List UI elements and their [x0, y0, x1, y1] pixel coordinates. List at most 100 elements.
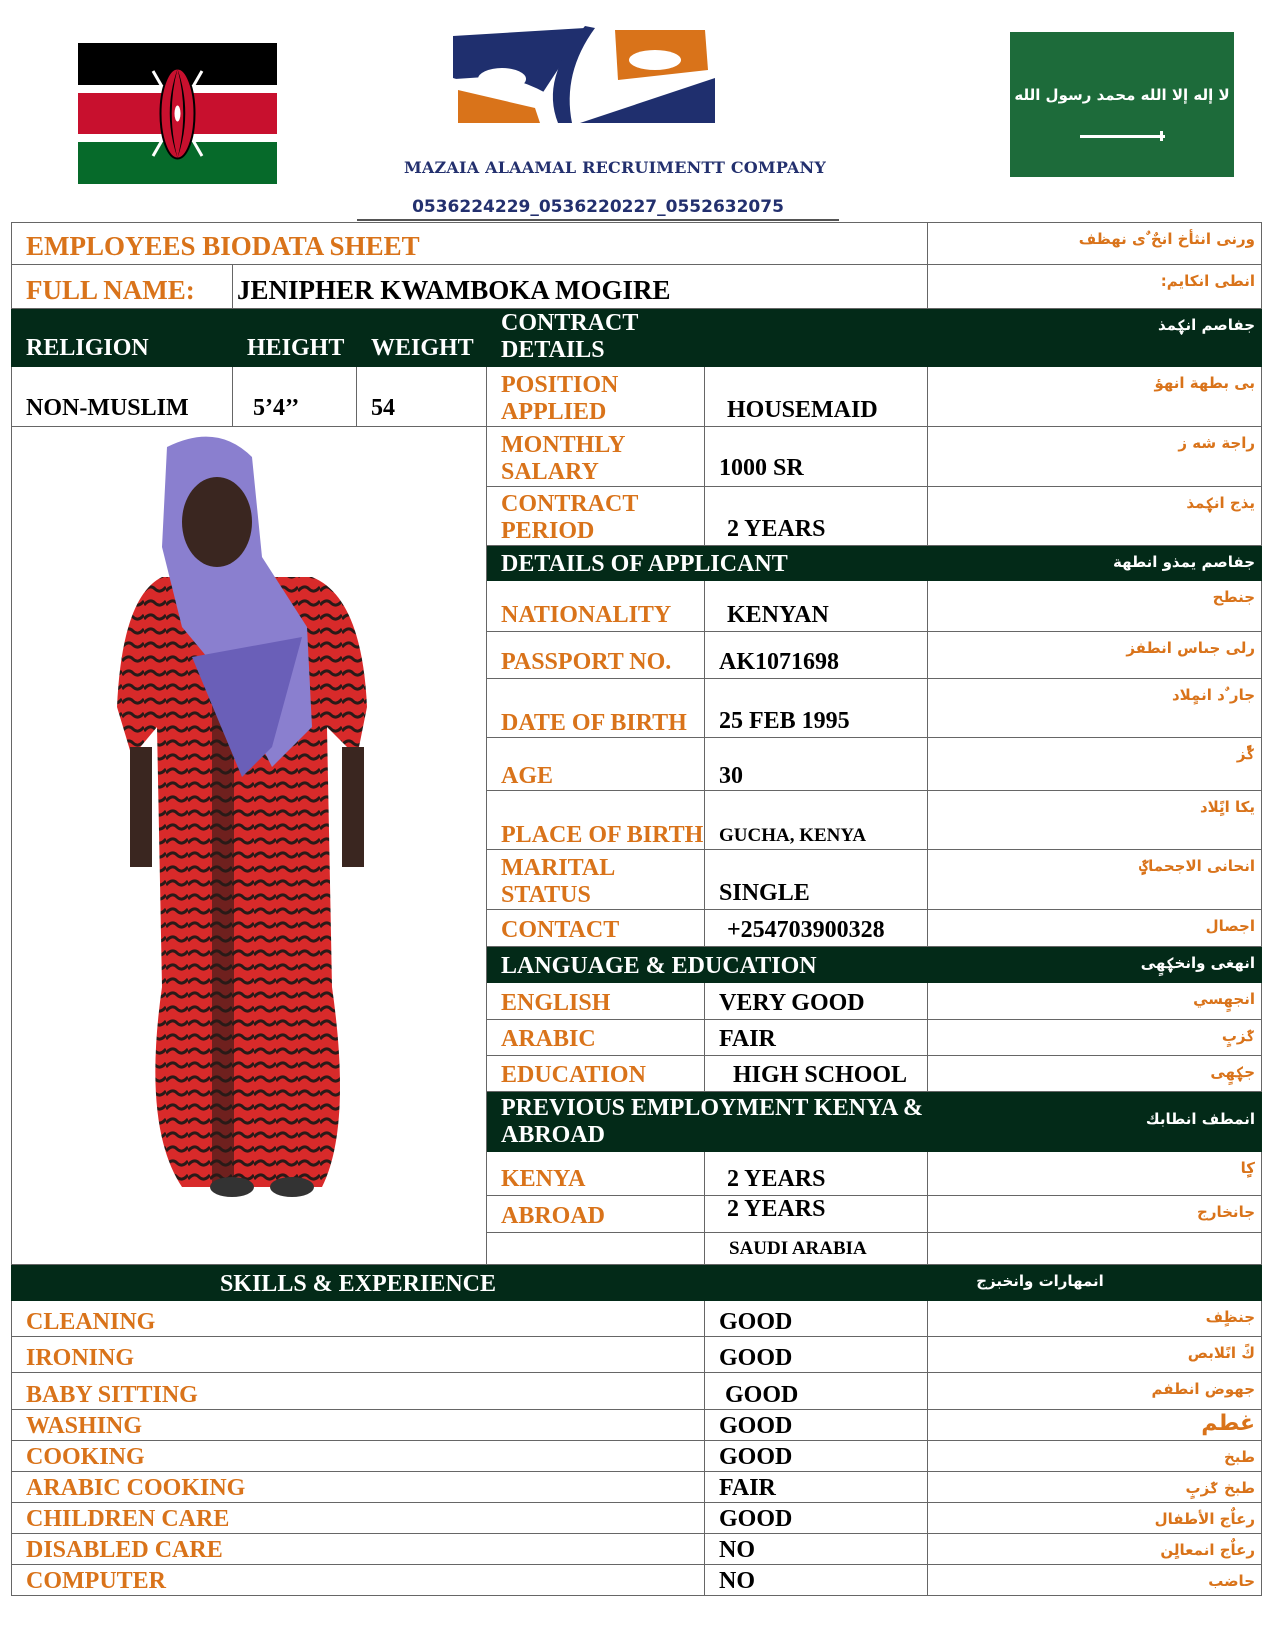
- age-label: AGE: [486, 736, 705, 792]
- applicant-header: DETAILS OF APPLICANT: [485, 545, 929, 582]
- skill-disabled-care-label: DISABLED CARE: [11, 1533, 705, 1565]
- company-logo: [440, 26, 715, 123]
- skill-disabled-care-ar: رعاٌج انمعالٍن: [927, 1533, 1263, 1565]
- skill-washing-label: WASHING: [11, 1409, 705, 1441]
- skill-cleaning-value: GOOD: [703, 1300, 929, 1337]
- contract-details-header: CONTRACT DETAILS: [486, 308, 705, 367]
- marital-status-label: MARITAL STATUS: [486, 848, 705, 910]
- salary-label: MONTHLY SALARY: [486, 426, 705, 487]
- skill-computer-label: COMPUTER: [11, 1564, 705, 1596]
- skill-cooking-label: COOKING: [11, 1440, 705, 1472]
- contract-period-label: CONTRACT PERIOD: [486, 485, 705, 547]
- kenya-label: KENYA: [486, 1150, 705, 1197]
- dob-label: DATE OF BIRTH: [486, 678, 705, 738]
- age-ar: ػًز: [927, 736, 1263, 792]
- skill-cooking-ar: طبخ: [927, 1440, 1263, 1472]
- salary-value: 1000 SR: [703, 426, 929, 487]
- skill-disabled-care-value: NO: [703, 1533, 929, 1565]
- nationality-value: KENYAN: [703, 580, 929, 632]
- skill-computer-value: NO: [703, 1564, 929, 1596]
- full-name-value: JENIPHER KWAMBOKA MOGIRE: [231, 264, 929, 309]
- saudi-flag: لا إله إلا الله محمد رسول الله: [1010, 32, 1234, 177]
- place-of-birth-label: PLACE OF BIRTH: [486, 790, 705, 850]
- skill-cleaning-ar: جنظٍف: [927, 1300, 1263, 1337]
- position-label: POSITION APPLIED: [486, 366, 705, 427]
- full-name-ar: انطى انكايم:: [927, 264, 1263, 309]
- arabic-ar: ػزبٍ: [927, 1018, 1263, 1056]
- education-ar: جؼهٍى: [927, 1054, 1263, 1093]
- weight-header: WEIGHT: [356, 308, 487, 367]
- weight-value: 54: [356, 366, 487, 427]
- skill-ironing-value: GOOD: [703, 1336, 929, 1373]
- employment-blank: [486, 1231, 705, 1266]
- height-value: 5’4’’: [232, 366, 357, 427]
- contact-label: CONTACT: [486, 908, 705, 947]
- language-header: LANGUAGE & EDUCATION: [485, 945, 929, 984]
- marital-status-value: SINGLE: [703, 848, 929, 910]
- skill-baby-sitting-label: BABY SITTING: [11, 1372, 705, 1410]
- salary-ar: راجة شه ز: [927, 426, 1263, 487]
- religion-header: RELIGION: [11, 308, 233, 367]
- english-label: ENGLISH: [486, 982, 705, 1020]
- english-ar: انجهٍسي: [927, 982, 1263, 1020]
- dob-ar: جار ٌد انمٍلاد: [927, 678, 1263, 738]
- full-name-label: FULL NAME:: [11, 264, 233, 309]
- sheet-title-ar: ورنى انثأخ انحٌ ٌى نهظف: [927, 222, 1263, 265]
- contract-period-value: 2 YEARS: [703, 485, 929, 547]
- skill-children-care-value: GOOD: [703, 1502, 929, 1534]
- applicant-photo: [11, 426, 487, 1265]
- abroad-value: 2 YEARS: [703, 1195, 929, 1233]
- passport-ar: رلى جىاس انطفز: [927, 630, 1263, 680]
- abroad-label: ABROAD: [486, 1195, 705, 1233]
- company-phones: 0536224229_0536220227_0552632075: [357, 197, 839, 221]
- sheet-title: EMPLOYEES BIODATA SHEET: [10, 222, 929, 265]
- skill-cleaning-label: CLEANING: [11, 1300, 705, 1337]
- skill-washing-ar: غطم: [927, 1409, 1263, 1441]
- education-label: EDUCATION: [486, 1054, 705, 1093]
- skills-header-ar: انمهارات وانخبزج: [703, 1264, 1263, 1301]
- biodata-table: EMPLOYEES BIODATA SHEET ورنى انثأخ انحٌ …: [10, 222, 1263, 1596]
- skill-baby-sitting-ar: جهوض انطفم: [927, 1372, 1263, 1410]
- english-value: VERY GOOD: [703, 982, 929, 1020]
- skill-cooking-value: GOOD: [703, 1440, 929, 1472]
- abroad-ar: جانخارج: [927, 1195, 1263, 1233]
- employment-header: PREVIOUS EMPLOYMENT KENYA & ABROAD: [485, 1091, 929, 1152]
- passport-label: PASSPORT NO.: [486, 630, 705, 680]
- skill-arabic-cooking-value: FAIR: [703, 1471, 929, 1503]
- skill-children-care-label: CHILDREN CARE: [11, 1502, 705, 1534]
- height-header: HEIGHT: [232, 308, 357, 367]
- kenya-value: 2 YEARS: [703, 1150, 929, 1197]
- kenya-flag: [78, 43, 277, 184]
- kenya-ar: كٍٍا: [927, 1150, 1263, 1197]
- place-of-birth-value: GUCHA, KENYA: [703, 790, 929, 850]
- nationality-ar: جنطح: [927, 580, 1263, 632]
- skill-arabic-cooking-ar: طبخ ػزبٍ: [927, 1471, 1263, 1503]
- skill-baby-sitting-value: GOOD: [703, 1372, 929, 1410]
- saudi-flag-shahada: لا إله إلا الله محمد رسول الله: [1014, 86, 1229, 104]
- age-value: 30: [703, 736, 929, 792]
- contact-ar: اجصال: [927, 908, 1263, 947]
- contract-period-ar: يذج انؼمذ: [927, 485, 1263, 547]
- skill-washing-value: GOOD: [703, 1409, 929, 1441]
- applicant-header-ar: جفاصم يمذو انطهة: [927, 545, 1263, 582]
- abroad-country: SAUDI ARABIA: [703, 1231, 929, 1266]
- skills-header: SKILLS & EXPERIENCE: [11, 1264, 705, 1301]
- skill-computer-ar: حاضب: [927, 1564, 1263, 1596]
- skill-ironing-label: IRONING: [11, 1336, 705, 1373]
- skill-children-care-ar: رعاٌج الأطفال: [927, 1502, 1263, 1534]
- education-value: HIGH SCHOOL: [703, 1054, 929, 1093]
- nationality-label: NATIONALITY: [486, 580, 705, 632]
- dob-value: 25 FEB 1995: [703, 678, 929, 738]
- position-value: HOUSEMAID: [703, 366, 929, 427]
- passport-value: AK1071698: [703, 630, 929, 680]
- company-name: MAZAIA ALAAMAL RECRUIMENTT COMPANY: [404, 158, 826, 177]
- place-of-birth-ar: يكا انًٍلاد: [927, 790, 1263, 850]
- marital-status-ar: انحانى الاجحماػٍ: [927, 848, 1263, 910]
- position-ar: بى بطهة انهؤ: [927, 366, 1263, 427]
- contact-value: +254703900328: [703, 908, 929, 947]
- employment-header-ar: انمطف انطابك: [927, 1091, 1263, 1152]
- religion-value: NON-MUSLIM: [11, 366, 233, 427]
- contract-details-ar: جفاصم انؼمذ: [927, 308, 1263, 367]
- skill-ironing-ar: كً انًلابص: [927, 1336, 1263, 1373]
- applicant-photo-figure: [117, 436, 367, 1197]
